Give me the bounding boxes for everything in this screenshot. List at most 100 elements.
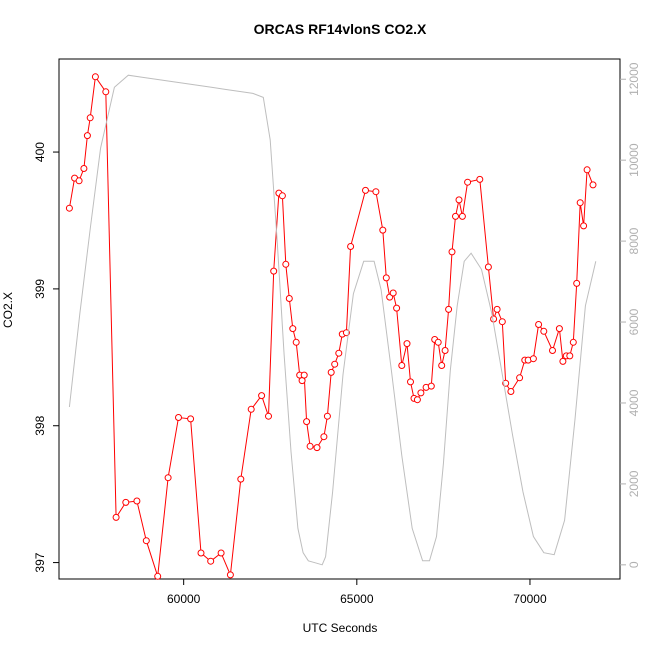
data-point-0-81 [535,321,543,328]
data-point-0-92 [583,166,591,174]
x-axis-label: UTC Seconds [303,621,378,635]
data-point-0-16 [197,549,205,557]
x-tick-label-0: 60000 [167,592,201,606]
x-tick-label-1: 65000 [340,592,374,606]
data-point-0-57 [417,389,425,397]
data-point-0-38 [323,412,331,420]
data-point-0-47 [379,226,387,234]
data-point-0-5 [86,114,94,122]
series-line-0 [68,75,594,577]
data-point-0-15 [187,415,195,423]
data-point-0-18 [217,549,225,557]
data-point-0-48 [382,274,390,282]
data-point-0-14 [175,414,182,421]
data-point-0-53 [403,340,411,348]
data-point-0-56 [413,396,421,404]
data-point-0-73 [493,305,501,313]
data-point-0-88 [569,338,577,346]
data-point-0-21 [247,405,255,413]
data-point-0-71 [484,263,492,271]
data-point-0-70 [476,175,484,183]
data-point-0-91 [580,222,588,230]
data-point-0-77 [516,374,524,382]
data-point-0-19 [226,571,234,579]
data-point-0-85 [559,357,567,365]
data-point-0-93 [589,181,597,189]
data-point-0-51 [393,304,401,312]
plot-area: 60000 65000 700003973983994000200040006000… [33,58,641,606]
chart-title: ORCAS RF14vlonS CO2.X [254,21,427,37]
data-point-0-87 [566,352,574,360]
data-point-0-52 [398,362,406,369]
data-point-0-10 [133,497,141,505]
y-tick-label-0: 397 [33,552,47,572]
data-point-0-39 [327,368,335,376]
y2-tick-label-4: 8000 [627,227,641,254]
y-axis-label: CO2.X [1,292,15,328]
y-tick-label-1: 398 [33,415,47,435]
data-point-0-84 [555,325,563,333]
data-point-0-65 [448,248,456,256]
data-point-0-17 [207,557,215,565]
data-point-0-54 [407,378,414,386]
data-point-0-41 [335,349,343,357]
data-point-0-28 [285,295,293,302]
data-point-0-6 [91,73,99,81]
data-point-0-20 [237,475,245,483]
data-point-0-36 [313,444,321,452]
data-point-0-9 [122,498,130,506]
y2-tick-label-6: 12000 [627,62,641,96]
data-point-0-68 [458,212,466,220]
data-point-0-11 [142,537,150,545]
data-point-0-3 [80,165,88,172]
plot-frame [58,58,621,580]
data-point-0-33 [300,371,308,379]
data-point-0-66 [452,212,459,220]
data-point-0-61 [434,338,442,346]
data-point-0-90 [576,199,584,207]
data-point-0-13 [164,474,172,482]
data-point-0-37 [320,433,328,441]
data-point-0-8 [112,513,120,521]
data-point-0-35 [306,442,314,450]
data-point-0-40 [331,360,339,368]
data-point-0-2 [75,177,83,185]
data-point-0-74 [498,318,506,326]
data-point-0-4 [83,132,91,140]
data-point-0-76 [507,388,515,395]
data-point-0-29 [289,325,297,333]
data-point-0-45 [362,186,369,194]
data-point-0-50 [389,289,397,297]
y-tick-label-2: 399 [33,279,47,299]
y2-tick-label-2: 4000 [627,389,641,416]
data-point-0-83 [549,347,556,354]
data-point-0-46 [372,188,380,196]
data-point-0-59 [427,382,435,390]
data-point-0-12 [154,572,162,580]
data-point-0-64 [445,305,453,313]
data-point-0-26 [278,192,286,200]
data-point-0-22 [258,392,266,400]
data-point-0-30 [292,338,300,346]
y2-tick-label-0: 0 [627,561,641,568]
data-point-0-34 [303,418,311,426]
data-point-0-69 [464,178,472,186]
data-point-0-44 [347,243,355,250]
data-point-0-7 [102,88,110,96]
series-line-1 [68,74,597,566]
data-point-0-27 [282,260,290,268]
data-point-0-80 [529,355,537,363]
y2-tick-label-5: 10000 [627,143,641,177]
data-point-0-67 [455,196,463,204]
data-point-0-82 [540,327,548,335]
data-point-0-24 [270,267,278,275]
data-point-0-63 [441,347,449,354]
data-point-0-0 [65,204,73,212]
y2-tick-label-3: 6000 [627,308,641,335]
data-point-0-23 [265,412,272,420]
y2-tick-label-1: 2000 [627,470,641,497]
y-tick-label-3: 400 [33,142,47,162]
data-point-0-89 [573,279,581,287]
data-point-0-62 [438,362,446,369]
